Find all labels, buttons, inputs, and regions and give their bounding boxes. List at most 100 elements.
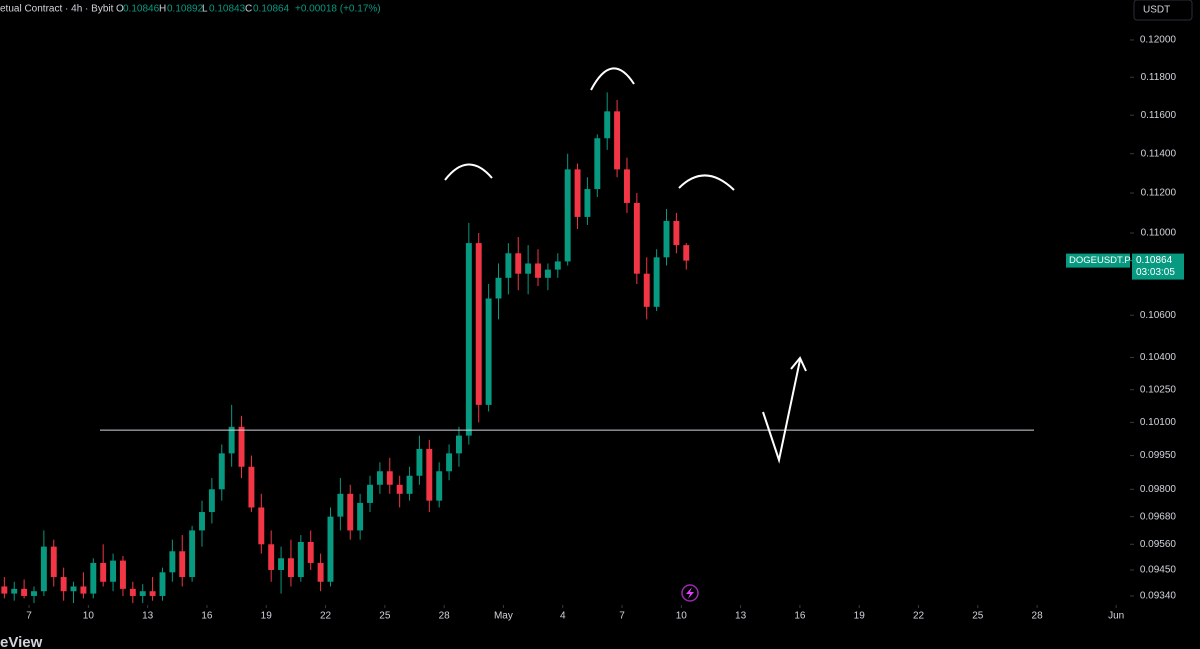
candle-body — [159, 572, 166, 596]
candle-body — [297, 541, 304, 578]
low-value: 0.10843 — [209, 4, 246, 15]
y-tick-label: 0.11000 — [1141, 228, 1177, 239]
x-tick-label: 19 — [261, 611, 273, 622]
symbol-title: etual Contract · 4h · Bybit — [0, 4, 114, 15]
candle-body — [90, 562, 97, 594]
arrow-path — [762, 359, 801, 464]
low-label: L — [202, 4, 208, 15]
candle-body — [248, 466, 255, 508]
open-value: 0.10846 — [123, 4, 160, 15]
candle-body — [307, 541, 314, 563]
y-tick-label: 0.12000 — [1140, 35, 1177, 46]
candle-body — [1, 586, 8, 594]
currency[interactable]: USDT — [1143, 5, 1170, 16]
x-tick-label: 16 — [794, 611, 806, 622]
plot-area — [1, 39, 1134, 608]
x-tick-label: 22 — [913, 611, 925, 622]
x-tick-label: 25 — [972, 611, 984, 622]
head-arc — [590, 67, 635, 91]
candle-body — [199, 512, 205, 531]
event-icon[interactable] — [681, 584, 699, 602]
candle-body — [574, 169, 581, 217]
candle-body — [465, 243, 472, 436]
candle-body — [218, 453, 225, 490]
y-tick-label: 0.09800 — [1140, 484, 1177, 495]
x-tick-label: 22 — [320, 611, 332, 622]
open-label: O — [116, 4, 124, 15]
y-tick-label: 0.10600 — [1140, 310, 1177, 321]
candle-body — [525, 263, 532, 274]
candle-body — [515, 253, 522, 274]
candle-body — [475, 243, 482, 405]
candle-body — [367, 484, 373, 503]
candle-body — [594, 138, 601, 190]
candle-body — [426, 448, 433, 501]
y-tick-label: 0.09450 — [1140, 565, 1177, 576]
candle-body — [614, 111, 621, 170]
candle-body — [604, 111, 611, 139]
candle-body — [455, 435, 462, 454]
candle-body — [396, 484, 403, 494]
y-tick-label: 0.11800 — [1141, 72, 1177, 83]
candle-body — [406, 475, 413, 494]
candle-body — [505, 253, 512, 278]
candle-body — [179, 551, 186, 578]
price-tag-value: 0.10864 — [1136, 255, 1173, 266]
y-tick-label: 0.09340 — [1140, 591, 1177, 602]
candle-body — [189, 530, 196, 578]
candle-body — [584, 189, 591, 217]
symbol-tag — [1066, 253, 1130, 268]
candle-body — [337, 493, 344, 517]
symbol-tag-text: DOGEUSDT.P — [1069, 255, 1131, 266]
y-tick-label: 0.09560 — [1140, 539, 1177, 550]
x-tick-label: 10 — [83, 611, 95, 622]
candle-body — [544, 269, 551, 278]
y-tick-label: 0.11200 — [1141, 188, 1177, 199]
right-shoulder-arc — [678, 174, 735, 191]
y-tick-label: 0.10400 — [1140, 352, 1177, 363]
x-tick-label: 28 — [1032, 611, 1044, 622]
price-tag-countdown: 03:03:05 — [1136, 267, 1175, 278]
candle-body — [416, 448, 423, 476]
currency-box[interactable] — [1133, 0, 1193, 21]
candle-body — [208, 489, 215, 513]
candle-body — [376, 471, 383, 485]
y-tick-label: 0.09950 — [1140, 450, 1177, 461]
candle-body — [485, 298, 492, 405]
y-tick-label: 0.10250 — [1140, 384, 1177, 395]
x-tick-label: 7 — [26, 611, 32, 622]
event-bolt — [686, 587, 694, 599]
candle-body — [347, 493, 354, 531]
y-tick-label: 0.11600 — [1141, 110, 1177, 121]
candle-body — [100, 562, 107, 582]
candle-body — [278, 558, 285, 570]
change-value: +0.00018 (+0.17%) — [295, 4, 381, 15]
drawings — [444, 67, 807, 464]
x-tick-label: 4 — [560, 611, 566, 622]
candle-body — [21, 588, 28, 596]
candle-body — [70, 586, 77, 592]
candle-body — [238, 426, 245, 467]
candle-body — [268, 544, 275, 570]
x-tick-label: 19 — [854, 611, 866, 622]
x-tick-label: Jun — [1108, 611, 1124, 622]
candle-body — [149, 591, 156, 596]
x-tick-label: 7 — [619, 611, 625, 622]
candle-body — [40, 546, 47, 592]
candle-body — [554, 261, 561, 270]
candle-body — [258, 507, 265, 545]
candle-body — [317, 562, 324, 582]
candle-body — [60, 577, 67, 592]
close-value: 0.10864 — [253, 4, 290, 15]
candle-body — [31, 591, 37, 596]
candle-body — [673, 220, 680, 246]
x-tick-label: 13 — [142, 611, 154, 622]
price-tag — [1132, 253, 1184, 280]
candle-body — [228, 426, 235, 454]
high-value: 0.10892 — [167, 4, 204, 15]
candle-body — [169, 551, 176, 573]
candle-body — [80, 586, 87, 594]
x-tick-label: 16 — [201, 611, 213, 622]
candle-body — [663, 220, 670, 258]
